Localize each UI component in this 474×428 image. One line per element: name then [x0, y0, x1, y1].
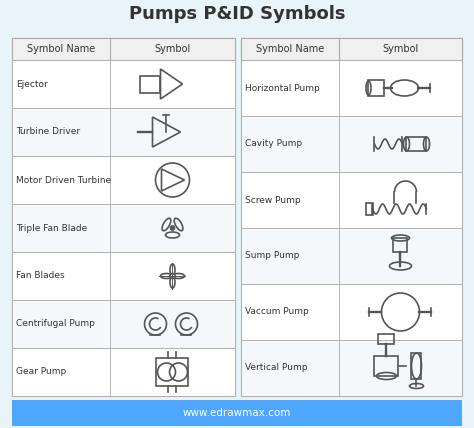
Bar — [12, 38, 235, 396]
Text: Turbine Driver: Turbine Driver — [16, 128, 80, 137]
Bar — [393, 238, 408, 252]
Bar — [12, 300, 235, 348]
Bar — [366, 203, 374, 215]
Bar — [12, 348, 235, 396]
Text: Ejector: Ejector — [16, 80, 48, 89]
Bar — [374, 356, 399, 376]
Bar — [12, 156, 235, 204]
Text: Sump Pump: Sump Pump — [245, 252, 300, 261]
Bar — [241, 60, 462, 116]
Bar — [12, 204, 235, 252]
Bar — [241, 228, 462, 284]
Bar — [12, 60, 235, 108]
Bar — [12, 400, 462, 426]
Text: Gear Pump: Gear Pump — [16, 368, 66, 377]
Text: Symbol Name: Symbol Name — [256, 44, 324, 54]
Bar — [407, 137, 427, 151]
Text: Vertical Pump: Vertical Pump — [245, 363, 308, 372]
Bar — [241, 38, 462, 396]
Text: Fan Blades: Fan Blades — [16, 271, 64, 280]
Text: Triple Fan Blade: Triple Fan Blade — [16, 223, 87, 232]
Text: Symbol: Symbol — [383, 44, 419, 54]
Text: Motor Driven Turbine: Motor Driven Turbine — [16, 175, 111, 184]
Text: www.edrawmax.com: www.edrawmax.com — [183, 408, 291, 418]
Bar — [140, 75, 161, 92]
Bar — [156, 358, 189, 386]
Bar — [379, 334, 394, 344]
Text: Symbol Name: Symbol Name — [27, 44, 95, 54]
Text: Screw Pump: Screw Pump — [245, 196, 301, 205]
Bar — [12, 252, 235, 300]
Circle shape — [170, 226, 175, 231]
Bar — [241, 38, 462, 60]
Bar — [12, 38, 235, 60]
Circle shape — [170, 273, 175, 279]
Text: Symbol: Symbol — [155, 44, 191, 54]
Bar — [241, 172, 462, 228]
Text: Vaccum Pump: Vaccum Pump — [245, 307, 309, 316]
Bar — [241, 116, 462, 172]
Bar — [411, 353, 421, 379]
Text: Centrifugal Pump: Centrifugal Pump — [16, 319, 95, 329]
Bar — [241, 340, 462, 396]
Text: Horizontal Pump: Horizontal Pump — [245, 83, 320, 92]
Bar — [368, 80, 384, 96]
Text: Pumps P&ID Symbols: Pumps P&ID Symbols — [129, 5, 345, 23]
Bar — [12, 108, 235, 156]
Text: Cavity Pump: Cavity Pump — [245, 140, 302, 149]
Bar — [241, 284, 462, 340]
